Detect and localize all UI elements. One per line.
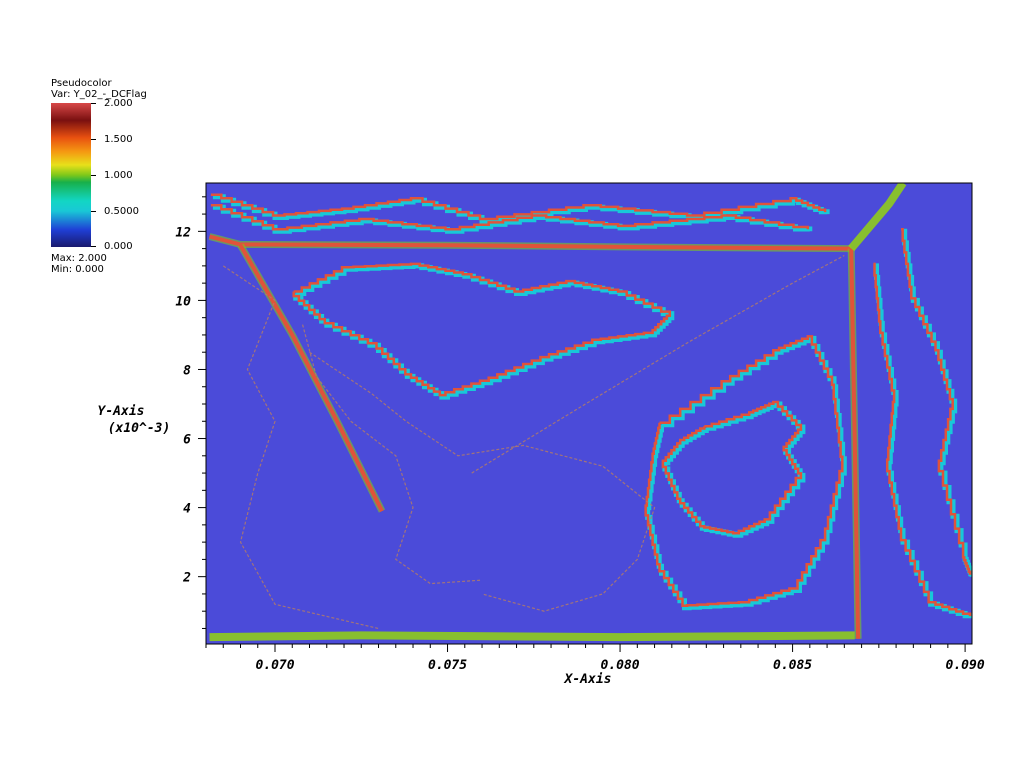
x-axis-title: X-Axis bbox=[564, 672, 612, 687]
feature-center-diagonal bbox=[471, 254, 845, 474]
feature-right-zig-2 bbox=[873, 262, 972, 619]
legend-tick-label: 1.000 bbox=[104, 170, 133, 181]
y-axis-title: Y-Axis bbox=[98, 404, 145, 419]
x-axis-ticks: 0.070 0.075 0.080 0.085 0.090 bbox=[205, 644, 985, 673]
colorbar-gradient bbox=[51, 103, 91, 247]
legend-tick-label: 0.000 bbox=[104, 241, 133, 252]
y-tick-label: 10 bbox=[175, 294, 191, 309]
feature-cross-outer bbox=[644, 335, 847, 611]
legend-tick-label: 1.500 bbox=[104, 134, 133, 145]
y-tick-label: 8 bbox=[183, 363, 191, 378]
legend-var-label: Var: Y_02_-_DCFlag bbox=[51, 89, 147, 100]
legend-tick-05 bbox=[91, 211, 96, 212]
plot-frame bbox=[205, 182, 973, 645]
x-tick-label: 0.080 bbox=[600, 658, 639, 673]
legend-title: Pseudocolor bbox=[51, 78, 112, 89]
feature-right-zig bbox=[901, 228, 972, 577]
feature-bottom-debris bbox=[209, 631, 855, 642]
y-axis-ticks: 2 4 6 8 10 12 bbox=[175, 196, 206, 629]
x-tick-label: 0.075 bbox=[428, 658, 467, 673]
legend-tick-2 bbox=[91, 103, 96, 104]
legend-tick-15 bbox=[91, 139, 96, 140]
field-features bbox=[208, 183, 972, 642]
feature-top-right-band bbox=[848, 183, 907, 252]
feature-upper-saw bbox=[210, 193, 830, 224]
feature-upper-saw-2 bbox=[210, 203, 813, 234]
feature-diagonal-crack bbox=[237, 243, 386, 513]
y-axis-unit: (x10^-3) bbox=[108, 421, 171, 436]
colorbar-legend: Pseudocolor Var: Y_02_-_DCFlag 2.000 1.5… bbox=[0, 0, 200, 290]
feature-cross-shape bbox=[661, 400, 806, 538]
y-tick-label: 6 bbox=[183, 433, 191, 448]
feature-top-edge bbox=[208, 233, 852, 253]
y-tick-label: 4 bbox=[183, 502, 191, 517]
legend-tick-label: 0.5000 bbox=[104, 206, 139, 217]
y-tick-label: 12 bbox=[175, 225, 191, 240]
legend-max-label: Max: 2.000 bbox=[51, 253, 107, 264]
legend-min-label: Min: 0.000 bbox=[51, 264, 104, 275]
feature-inner-triangle bbox=[292, 262, 675, 400]
legend-tick-1 bbox=[91, 175, 96, 176]
y-tick-label: 2 bbox=[182, 571, 191, 586]
x-tick-label: 0.090 bbox=[946, 658, 985, 673]
legend-tick-0 bbox=[91, 246, 96, 247]
legend-tick-label: 2.000 bbox=[104, 98, 133, 109]
x-tick-label: 0.085 bbox=[773, 658, 812, 673]
feature-inner-left-outline bbox=[302, 324, 483, 585]
x-tick-label: 0.070 bbox=[255, 658, 294, 673]
feature-right-vertical bbox=[847, 248, 862, 639]
feature-lower-left-outline bbox=[222, 265, 379, 630]
